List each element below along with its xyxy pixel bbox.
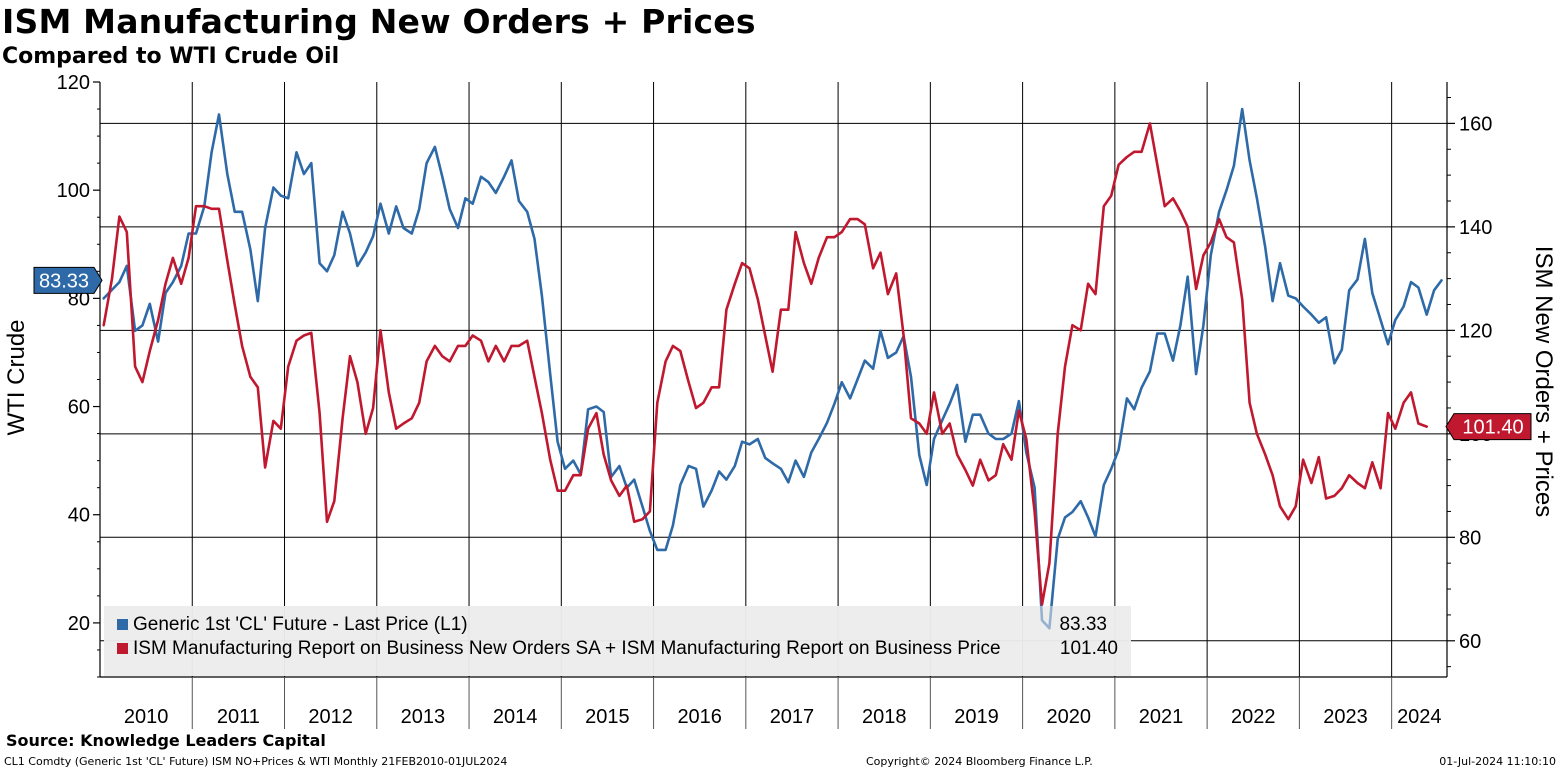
year-label: 2018 xyxy=(862,706,907,728)
wti-last-value-tag xyxy=(33,266,103,294)
left-axis-title: WTI Crude xyxy=(3,319,30,435)
left-tick-label: 60 xyxy=(68,397,90,419)
year-label: 2015 xyxy=(585,706,630,728)
year-label: 2013 xyxy=(401,706,446,728)
left-tick-label: 100 xyxy=(57,180,90,202)
legend-label: ISM Manufacturing Report on Business New… xyxy=(133,638,1001,659)
legend-overlay xyxy=(104,606,1131,676)
footer-series-info: CL1 Comdty (Generic 1st 'CL' Future) ISM… xyxy=(4,755,508,768)
right-tick-label: 140 xyxy=(1459,217,1492,239)
legend-value: 83.33 xyxy=(1059,614,1107,635)
right-tick-label: 80 xyxy=(1459,527,1481,549)
left-tick-label: 20 xyxy=(68,613,90,635)
ism-series-line xyxy=(102,122,1428,606)
year-label: 2017 xyxy=(770,706,815,728)
ism-last-value-label: 101.40 xyxy=(1462,417,1523,439)
legend-swatch xyxy=(117,643,128,654)
left-tick-label: 120 xyxy=(57,72,90,94)
year-label: 2024 xyxy=(1397,706,1442,728)
wti-last-value-label: 83.33 xyxy=(39,270,89,292)
year-label: 2011 xyxy=(217,706,260,728)
year-label: 2010 xyxy=(124,706,169,728)
right-tick-label: 60 xyxy=(1459,631,1481,653)
legend-value: 101.40 xyxy=(1060,638,1118,659)
footer-copyright: Copyright© 2024 Bloomberg Finance L.P. xyxy=(866,755,1093,768)
line-chart: 204060801001206080100120140160WTI CrudeI… xyxy=(3,72,1557,729)
chart-title: ISM Manufacturing New Orders + Prices xyxy=(2,2,756,41)
year-label: 2012 xyxy=(308,706,353,728)
year-label: 2019 xyxy=(954,706,999,728)
year-label: 2021 xyxy=(1139,706,1184,728)
left-tick-label: 80 xyxy=(68,288,90,310)
legend-swatch xyxy=(117,619,128,630)
year-label: 2020 xyxy=(1046,706,1091,728)
chart-subtitle: Compared to WTI Crude Oil xyxy=(2,44,340,69)
wti-series-line xyxy=(102,107,1443,630)
year-label: 2014 xyxy=(493,706,538,728)
year-label: 2022 xyxy=(1231,706,1276,728)
legend-label: Generic 1st 'CL' Future - Last Price (L1… xyxy=(133,614,468,635)
right-tick-label: 160 xyxy=(1459,113,1492,135)
left-tick-label: 40 xyxy=(68,505,90,527)
source-note: Source: Knowledge Leaders Capital xyxy=(6,731,326,750)
footer-timestamp: 01-Jul-2024 11:10:10 xyxy=(1439,755,1556,768)
year-label: 2023 xyxy=(1323,706,1368,728)
year-label: 2016 xyxy=(677,706,722,728)
right-tick-label: 120 xyxy=(1459,320,1492,342)
ism-last-value-tag xyxy=(1445,413,1532,441)
right-axis-title: ISM New Orders + Prices xyxy=(1530,246,1557,517)
